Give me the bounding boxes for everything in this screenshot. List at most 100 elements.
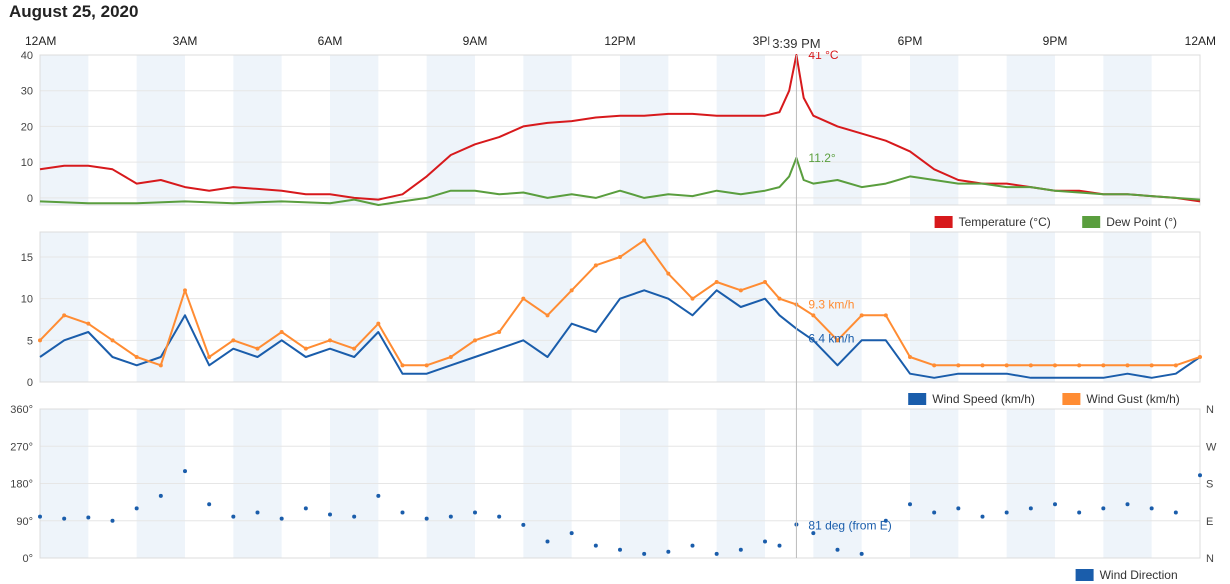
hour-band bbox=[1103, 232, 1152, 382]
wind-direction-point bbox=[908, 502, 912, 507]
wind-gust-point bbox=[207, 355, 212, 359]
hour-band bbox=[716, 55, 765, 205]
wind-direction-point bbox=[448, 514, 453, 519]
hour-band bbox=[233, 232, 282, 382]
wind-gust-point bbox=[714, 280, 719, 284]
wind-gust-point bbox=[908, 355, 912, 359]
hour-band bbox=[330, 232, 379, 382]
hour-band bbox=[1006, 232, 1055, 382]
tooltip-label: 9.3 km/h bbox=[808, 298, 854, 312]
wind-gust-point bbox=[593, 263, 598, 268]
wind-direction-point bbox=[110, 518, 115, 523]
wind-direction-point bbox=[158, 493, 163, 498]
wind-gust-point bbox=[521, 296, 526, 301]
hour-band bbox=[233, 55, 282, 205]
legend-label: Temperature (°C) bbox=[959, 215, 1051, 229]
wind-direction-point bbox=[62, 516, 67, 521]
wind-gust-point bbox=[811, 313, 816, 318]
y-tick-label: 20 bbox=[21, 121, 33, 133]
wind-direction-point bbox=[376, 493, 381, 498]
wind-direction-point bbox=[183, 469, 187, 474]
dew-point-line bbox=[39, 156, 1201, 206]
right-tick-label: N bbox=[1206, 404, 1214, 416]
wind-gust-line bbox=[39, 239, 1201, 367]
y-tick-label: 0° bbox=[22, 553, 33, 565]
hour-band bbox=[426, 55, 475, 205]
y-tick-label: 270° bbox=[10, 441, 33, 453]
wind-direction-point bbox=[86, 515, 91, 520]
wind-gust-point bbox=[231, 338, 236, 343]
y-tick-label: 360° bbox=[10, 404, 33, 416]
wind-direction-point bbox=[497, 514, 502, 519]
right-tick-label: N bbox=[1206, 553, 1214, 565]
time-axis-label: 3AM bbox=[173, 34, 198, 48]
wind-gust-point bbox=[448, 355, 453, 359]
wind-gust-point bbox=[777, 296, 782, 301]
wind-direction-point bbox=[424, 516, 429, 521]
wind-gust-point bbox=[183, 288, 187, 293]
wind-gust-point bbox=[424, 363, 429, 368]
wind-direction-point bbox=[618, 547, 622, 552]
wind-gust-point bbox=[1053, 363, 1057, 368]
wind-direction-point bbox=[932, 510, 937, 515]
wind-direction-point bbox=[134, 506, 139, 511]
wind-gust-point bbox=[328, 338, 332, 343]
wind-direction-point bbox=[859, 551, 864, 556]
y-tick-label: 5 bbox=[27, 335, 33, 347]
wind-gust-point bbox=[1028, 363, 1033, 368]
legend-swatch bbox=[908, 393, 927, 405]
wind-gust-point bbox=[38, 338, 42, 343]
wind-gust-point bbox=[1004, 363, 1009, 368]
hour-band bbox=[620, 55, 669, 205]
plot-frame bbox=[39, 231, 1201, 383]
crosshair-label: 3:39 PM bbox=[772, 36, 820, 51]
wind-gust-point bbox=[1077, 363, 1082, 368]
wind-direction-point bbox=[811, 531, 816, 536]
y-tick-label: 0 bbox=[27, 193, 33, 205]
wind-gust-point bbox=[86, 321, 91, 326]
wind-direction-point bbox=[279, 516, 284, 521]
wind-direction-point bbox=[1028, 506, 1033, 511]
wind-gust-point bbox=[980, 363, 985, 368]
wind-direction-point bbox=[207, 502, 212, 507]
time-axis-label: 9AM bbox=[463, 34, 488, 48]
legend-label: Wind Direction bbox=[1100, 568, 1178, 582]
right-tick-label: E bbox=[1206, 516, 1213, 528]
wind-gust-point bbox=[352, 346, 357, 351]
wind-gust-point bbox=[1149, 363, 1154, 368]
wind-direction-point bbox=[231, 514, 236, 519]
wind-gust-point bbox=[158, 363, 163, 368]
wind-direction-point bbox=[1173, 510, 1178, 515]
y-tick-label: 10 bbox=[21, 294, 33, 306]
tooltip-label: 11.2° bbox=[808, 151, 835, 165]
wind-gust-point bbox=[134, 355, 139, 359]
wind-direction-point bbox=[255, 510, 260, 515]
wind-gust-point bbox=[690, 296, 695, 301]
y-tick-label: 10 bbox=[21, 157, 33, 169]
wind-direction-point bbox=[980, 514, 985, 519]
wind-direction-point bbox=[738, 547, 743, 552]
wind-gust-point bbox=[400, 363, 405, 368]
wind-direction-point bbox=[569, 531, 574, 536]
wind-direction-point bbox=[1101, 506, 1106, 511]
wind-gust-point bbox=[1101, 363, 1106, 368]
wind-gust-point bbox=[1173, 363, 1178, 368]
wind-gust-point bbox=[956, 363, 961, 368]
wind-direction-point bbox=[1077, 510, 1082, 515]
wind-direction-point bbox=[400, 510, 405, 515]
wind-direction-point bbox=[328, 512, 332, 517]
wind-gust-point bbox=[376, 321, 381, 326]
time-axis-label: 6PM bbox=[898, 34, 923, 48]
legend-swatch bbox=[1062, 393, 1081, 405]
wind-gust-point bbox=[303, 346, 308, 351]
legend-label: Wind Speed (km/h) bbox=[932, 392, 1035, 406]
plot-frame bbox=[39, 408, 1201, 559]
legend-swatch bbox=[934, 216, 953, 228]
wind-gust-point bbox=[1198, 355, 1202, 359]
hour-band bbox=[40, 55, 89, 205]
wind-direction-point bbox=[473, 510, 477, 515]
hour-band bbox=[620, 232, 669, 382]
hour-band bbox=[40, 232, 89, 382]
